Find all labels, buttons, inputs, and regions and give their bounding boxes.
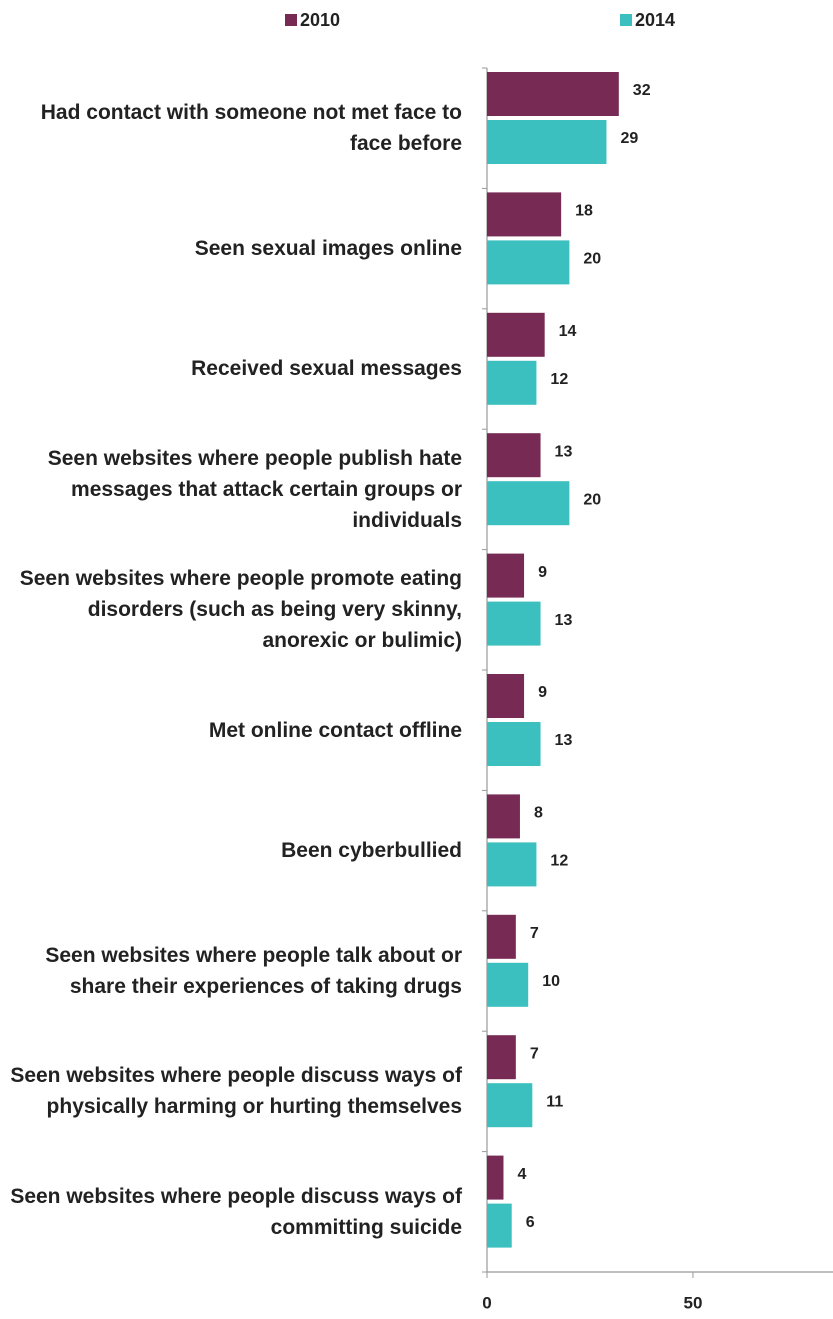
value-label: 4 [517,1166,526,1183]
bar [487,794,520,839]
value-label: 14 [559,323,577,340]
bar [487,240,570,285]
value-label: 32 [633,82,651,99]
bar [487,192,562,237]
value-label: 12 [550,853,568,870]
category-label: Seen sexual images online [194,237,462,261]
x-tick-label: 50 [683,1293,702,1312]
bar [487,553,525,598]
category-label: Been cyberbullied [281,839,462,863]
value-label: 7 [530,925,539,942]
value-label: 9 [538,684,547,701]
value-label: 9 [538,564,547,581]
bar [487,842,537,887]
bar [487,1203,512,1248]
bar [487,433,541,478]
bar [487,1155,504,1200]
category-label: Received sexual messages [191,357,462,381]
category-label: Seen websites where people talk about or… [45,943,462,998]
value-label: 20 [583,491,601,508]
bar [487,120,607,164]
value-label: 13 [555,612,573,629]
category-label: Seen websites where people publish hate … [47,446,462,532]
bar [487,914,516,959]
category-label: Seen websites where people discuss ways … [10,1184,462,1239]
value-label: 10 [542,973,560,990]
legend-swatch [285,14,297,26]
value-label: 20 [583,251,601,268]
bar [487,1035,516,1080]
category-label: Seen websites where people promote eatin… [19,567,462,653]
bar [487,360,537,405]
legend-swatch [620,14,632,26]
bar [487,722,541,766]
bar [487,481,570,526]
legend-label: 2010 [300,10,340,30]
bar [487,601,541,646]
category-label: Met online contact offline [208,718,462,742]
value-label: 12 [550,371,568,388]
bar [487,962,529,1007]
value-label: 18 [575,203,593,220]
value-label: 7 [530,1045,539,1062]
bar [487,72,619,116]
bar [487,1083,533,1128]
value-label: 29 [620,130,638,147]
value-label: 13 [555,732,573,749]
legend-label: 2014 [635,10,675,30]
value-label: 6 [526,1214,535,1231]
category-label: Had contact with someone not met face to… [40,101,462,156]
bar [487,312,545,357]
value-label: 8 [534,805,543,822]
bar [487,674,525,718]
value-label: 11 [546,1093,563,1110]
x-tick-label: 0 [482,1293,491,1312]
category-label: Seen websites where people discuss ways … [10,1064,462,1119]
value-label: 13 [555,443,573,460]
